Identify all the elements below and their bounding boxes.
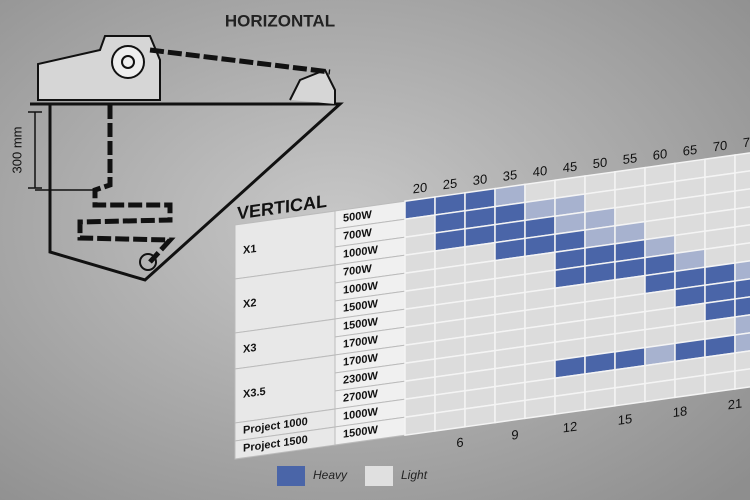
- gypsy: [111, 45, 145, 79]
- hull: [30, 102, 344, 282]
- chain-locker: [77, 105, 176, 264]
- dimension-label: 300 mm: [9, 127, 24, 174]
- column-label: 70: [713, 138, 727, 155]
- column-label: 55: [623, 150, 637, 167]
- cell: [524, 395, 556, 420]
- cell: [734, 167, 750, 192]
- cell: [704, 370, 736, 395]
- power-label: 1000W: [343, 244, 378, 261]
- group-label: X2: [243, 297, 256, 311]
- power-label: 1700W: [343, 334, 378, 351]
- legend-label: Heavy: [313, 468, 348, 482]
- cell: [734, 329, 750, 354]
- cell: [734, 221, 750, 246]
- cell: [404, 412, 436, 437]
- column-label: 50: [593, 154, 607, 171]
- bottom-label: 21: [728, 395, 742, 412]
- column-label: 20: [413, 180, 427, 197]
- chain: [149, 47, 331, 75]
- group-label: X3: [243, 342, 256, 356]
- power-label: 500W: [343, 209, 372, 225]
- bottom-label: 6: [456, 434, 463, 450]
- cell: [734, 149, 750, 174]
- group-label: X3.5: [243, 386, 266, 401]
- cell: [734, 311, 750, 336]
- power-label: 2700W: [343, 388, 378, 405]
- gypsy-hub: [121, 55, 135, 69]
- bottom-label: 15: [618, 411, 632, 428]
- power-label: 700W: [343, 263, 372, 279]
- selection-table: VERTICAL20253035404550556065707580500W70…: [234, 133, 750, 460]
- bottom-label: 12: [563, 419, 577, 436]
- group-label: X1: [243, 243, 256, 257]
- cell: [734, 293, 750, 318]
- legend-swatch: [365, 466, 393, 486]
- cell: [614, 382, 646, 407]
- horizontal-diagram: [28, 35, 344, 282]
- column-label: 60: [653, 146, 667, 163]
- cell: [734, 257, 750, 282]
- column-label: 75: [743, 133, 750, 150]
- cell: [734, 275, 750, 300]
- cell: [434, 407, 466, 432]
- power-label: 1500W: [343, 424, 378, 441]
- column-label: 25: [443, 175, 457, 192]
- anchor-eye: [139, 253, 157, 271]
- cell: [674, 374, 706, 399]
- legend-swatch: [277, 466, 305, 486]
- power-label: 2300W: [343, 370, 378, 387]
- roller: [289, 68, 336, 104]
- column-label: 65: [683, 142, 697, 159]
- bottom-label: 18: [673, 403, 687, 420]
- power-label: 1700W: [343, 352, 378, 369]
- column-label: 30: [473, 171, 487, 188]
- column-label: 45: [563, 159, 577, 176]
- cell: [734, 239, 750, 264]
- power-label: 1500W: [343, 316, 378, 333]
- power-label: 1000W: [343, 280, 378, 297]
- cell: [734, 203, 750, 228]
- power-label: 1500W: [343, 298, 378, 315]
- bottom-label: 9: [511, 427, 518, 443]
- cell: [494, 399, 526, 424]
- power-label: 1000W: [343, 406, 378, 423]
- cell: [734, 185, 750, 210]
- legend-label: Light: [401, 468, 428, 482]
- column-label: 35: [503, 167, 517, 184]
- diagram-title: HORIZONTAL: [225, 11, 335, 30]
- legend: Heavy Light: [277, 466, 428, 486]
- dimension-line: [28, 111, 95, 191]
- power-label: 700W: [343, 227, 372, 243]
- cell: [644, 378, 676, 403]
- group-cell: [234, 426, 336, 460]
- cell: [734, 347, 750, 372]
- cell: [464, 403, 496, 428]
- cell: [734, 365, 750, 390]
- cell: [584, 386, 616, 411]
- cell: [554, 391, 586, 416]
- column-label: 40: [533, 163, 547, 180]
